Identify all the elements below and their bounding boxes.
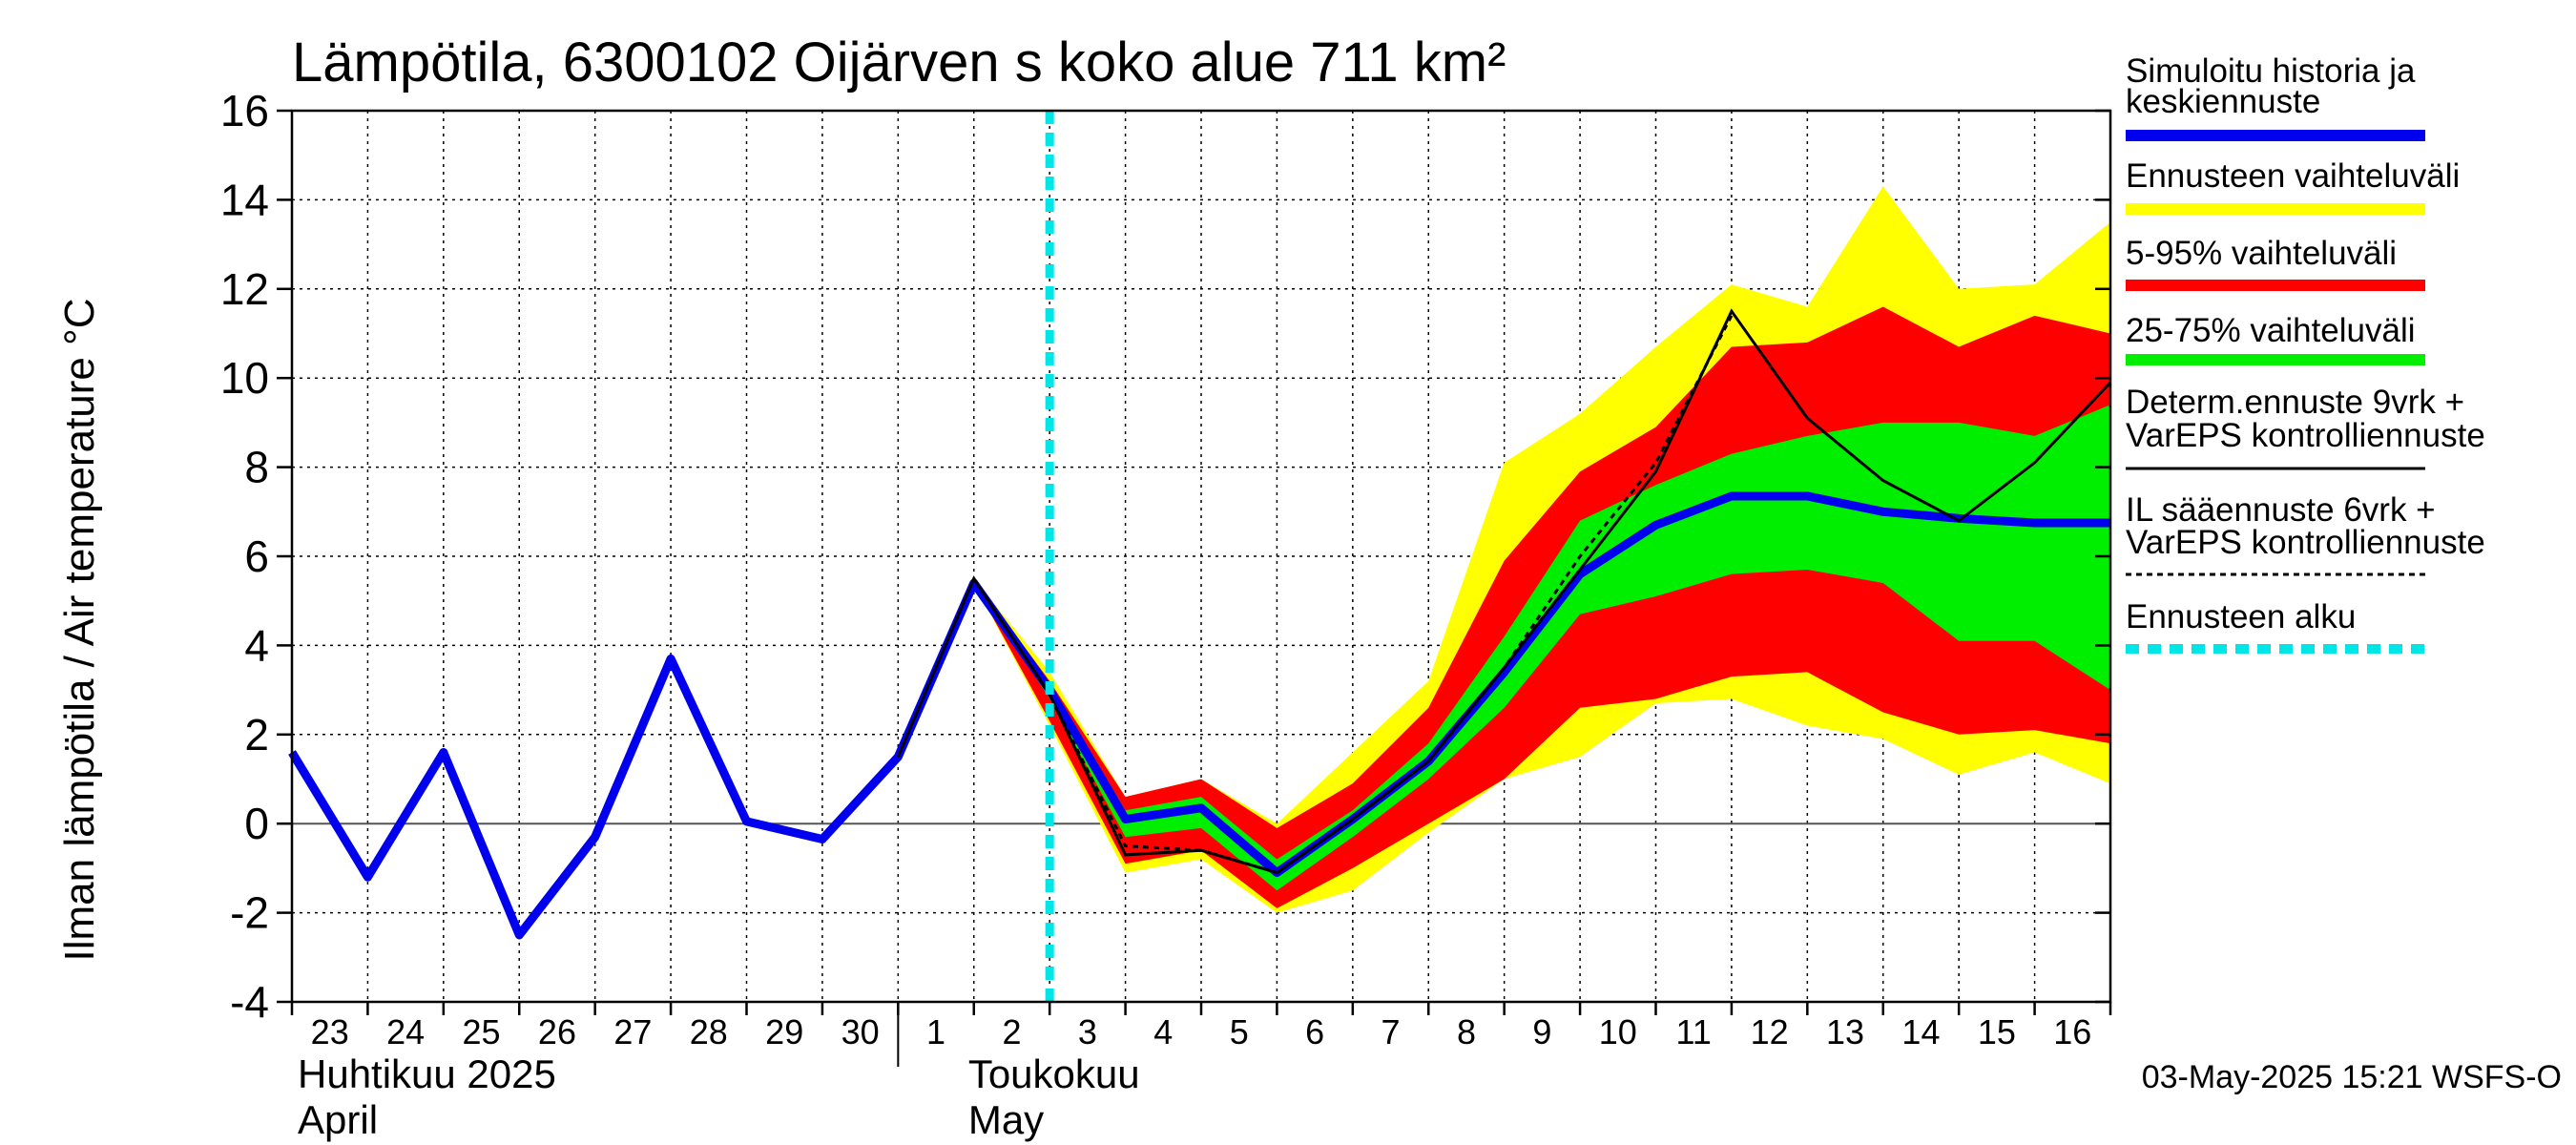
legend-item: 25-75% vaihteluväli — [2126, 312, 2425, 365]
x-tick-label: 25 — [463, 1012, 501, 1051]
x-tick-label: 2 — [1002, 1012, 1021, 1051]
x-tick-label: 16 — [2053, 1012, 2091, 1051]
x-tick-label: 3 — [1078, 1012, 1097, 1051]
legend-label: keskiennuste — [2126, 83, 2320, 120]
x-tick-label: 24 — [386, 1012, 425, 1051]
x-tick-label: 7 — [1381, 1012, 1401, 1051]
x-tick-label: 27 — [613, 1012, 652, 1051]
y-axis-ticks: -4 -2 0 2 4 6 8 10 12 14 16 — [220, 86, 2110, 1027]
x-tick-label: 5 — [1230, 1012, 1249, 1051]
x-tick-label: 26 — [538, 1012, 576, 1051]
y-tick-label: 6 — [244, 531, 269, 581]
x-tick-label: 30 — [841, 1012, 880, 1051]
legend-item: Determ.ennuste 9vrk +VarEPS kontrollienn… — [2126, 384, 2485, 470]
y-tick-label: 16 — [220, 86, 269, 135]
y-tick-label: 2 — [244, 710, 269, 760]
legend-label: 25-75% vaihteluväli — [2126, 312, 2416, 349]
legend-label: Simuloitu historia ja — [2126, 52, 2416, 90]
x-tick-label: 15 — [1978, 1012, 2016, 1051]
series-lines — [288, 111, 2112, 1002]
legend-label: Determ.ennuste 9vrk + — [2126, 384, 2464, 421]
x-tick-label: 4 — [1153, 1012, 1173, 1051]
y-tick-label: -4 — [230, 977, 269, 1027]
x-tick-label: 14 — [1901, 1012, 1940, 1051]
x-tick-label: 1 — [926, 1012, 945, 1051]
legend-item: Ennusteen alku — [2126, 598, 2425, 654]
legend-label: VarEPS kontrolliennuste — [2126, 417, 2485, 454]
y-tick-label: 14 — [220, 175, 269, 224]
y-tick-label: 4 — [244, 620, 269, 670]
x-tick-label: 11 — [1676, 1012, 1712, 1051]
legend-label: 5-95% vaihteluväli — [2126, 235, 2397, 272]
band-green — [973, 405, 2110, 891]
timestamp: 03-May-2025 15:21 WSFS-O — [2142, 1059, 2562, 1095]
legend-label: Ennusteen alku — [2126, 598, 2356, 635]
legend-label: IL sääennuste 6vrk + — [2126, 491, 2436, 529]
month-label: Toukokuu — [968, 1051, 1140, 1096]
series-line-il-forecast — [972, 315, 1734, 875]
x-tick-label: 23 — [311, 1012, 349, 1051]
x-tick-label: 12 — [1751, 1012, 1789, 1051]
forecast-bands — [973, 186, 2110, 913]
series-line-mean — [288, 491, 2110, 940]
month-label: April — [298, 1097, 378, 1142]
x-tick-label: 8 — [1457, 1012, 1476, 1051]
chart-title: Lämpötila, 6300102 Oijärven s koko alue … — [292, 31, 1506, 94]
month-label: May — [968, 1097, 1044, 1142]
y-tick-label: 12 — [220, 264, 269, 314]
x-tick-label: 28 — [690, 1012, 728, 1051]
x-tick-label: 6 — [1305, 1012, 1324, 1051]
legend-item: IL sääennuste 6vrk + VarEPS kontrollienn… — [2126, 491, 2485, 576]
x-tick-label: 10 — [1599, 1012, 1637, 1051]
y-axis-label: Ilman lämpötila / Air temperature °C — [56, 299, 103, 962]
y-tick-label: -2 — [230, 888, 269, 938]
y-tick-label: 0 — [244, 799, 269, 848]
legend-label: Ennusteen vaihteluväli — [2126, 157, 2460, 195]
x-tick-label: 9 — [1532, 1012, 1551, 1051]
legend-label: VarEPS kontrolliennuste — [2126, 524, 2485, 561]
legend-item: Ennusteen vaihteluväli — [2126, 157, 2460, 215]
x-tick-label: 13 — [1826, 1012, 1864, 1051]
x-axis-ticks: 23 24 25 26 27 28 29 30 1 2 3 4 5 6 7 8 9 10 11 12 13 14 15 16H… — [290, 1002, 2112, 1142]
y-tick-label: 8 — [244, 443, 269, 492]
month-label: Huhtikuu 2025 — [298, 1051, 556, 1096]
legend-item: 5-95% vaihteluväli — [2126, 235, 2425, 291]
x-tick-label: 29 — [765, 1012, 803, 1051]
y-tick-label: 10 — [220, 353, 269, 403]
